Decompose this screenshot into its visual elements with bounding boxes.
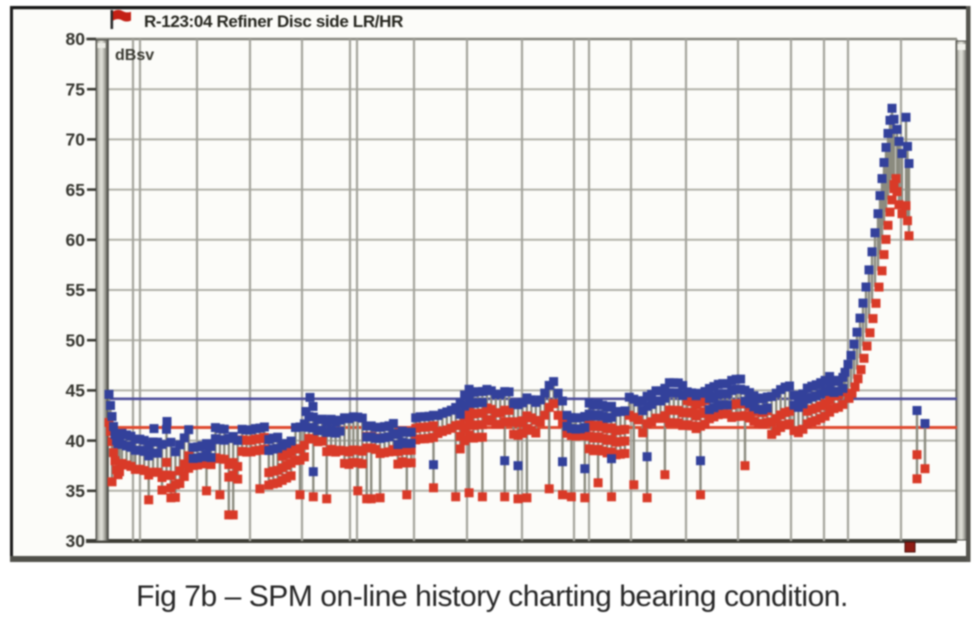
svg-text:45: 45: [66, 381, 86, 401]
svg-text:70: 70: [66, 130, 86, 150]
svg-text:75: 75: [66, 79, 86, 99]
svg-text:R-123:04 Refiner Disc side LR/: R-123:04 Refiner Disc side LR/HR: [144, 12, 403, 31]
svg-text:Fig 7b – SPM on-line history c: Fig 7b – SPM on-line history charting be…: [136, 580, 848, 613]
svg-text:65: 65: [66, 180, 86, 200]
svg-text:dBsv: dBsv: [115, 47, 154, 64]
svg-text:30: 30: [66, 531, 86, 551]
svg-text:40: 40: [66, 431, 86, 451]
svg-text:35: 35: [66, 481, 86, 501]
svg-text:60: 60: [66, 230, 86, 250]
svg-text:55: 55: [66, 280, 86, 300]
svg-text:80: 80: [66, 29, 86, 49]
svg-text:50: 50: [66, 330, 86, 350]
